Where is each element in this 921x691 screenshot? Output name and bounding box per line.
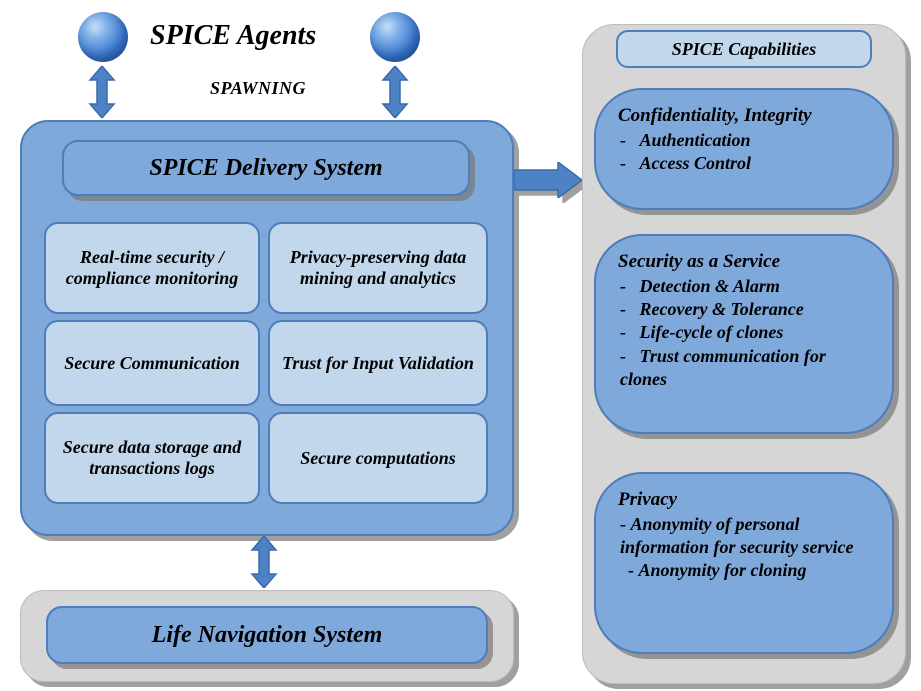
cell-secure-communication: Secure Communication: [44, 320, 260, 406]
pill-item: - Trust communication for clones: [620, 345, 870, 392]
pill-security-service: Security as a Service - Detection & Alar…: [594, 234, 894, 434]
cell-realtime-security: Real-time security / compliance monitori…: [44, 222, 260, 314]
agent-sphere-1: [78, 12, 128, 62]
pill-title: Privacy: [618, 488, 870, 513]
pill-privacy: Privacy - Anonymity of personal informat…: [594, 472, 894, 654]
pill-item: - Life-cycle of clones: [620, 321, 870, 344]
capabilities-header: SPICE Capabilities: [616, 30, 872, 68]
pill-confidentiality: Confidentiality, Integrity - Authenticat…: [594, 88, 894, 210]
spawning-label: SPAWNING: [210, 78, 306, 99]
spawn-arrow-1: [88, 66, 116, 118]
cell-secure-storage: Secure data storage and transactions log…: [44, 412, 260, 504]
connector-arrow-right: [514, 162, 582, 198]
pill-item: - Access Control: [620, 152, 870, 175]
spawn-arrow-2: [381, 66, 409, 118]
cell-secure-computations: Secure computations: [268, 412, 488, 504]
pill-item: - Detection & Alarm: [620, 275, 870, 298]
cell-privacy-preserving: Privacy-preserving data mining and analy…: [268, 222, 488, 314]
agents-title: SPICE Agents: [150, 20, 316, 52]
pill-item: - Anonymity for cloning: [628, 559, 870, 582]
agent-sphere-2: [370, 12, 420, 62]
delivery-system-header: SPICE Delivery System: [62, 140, 470, 196]
cell-trust-input: Trust for Input Validation: [268, 320, 488, 406]
pill-item: - Recovery & Tolerance: [620, 298, 870, 321]
life-navigation-bar: Life Navigation System: [46, 606, 488, 664]
pill-title: Security as a Service: [618, 250, 870, 275]
pill-item: - Anonymity of personal information for …: [620, 513, 870, 560]
pill-title: Confidentiality, Integrity: [618, 104, 870, 129]
connector-arrow-down: [250, 536, 278, 588]
pill-item: - Authentication: [620, 129, 870, 152]
